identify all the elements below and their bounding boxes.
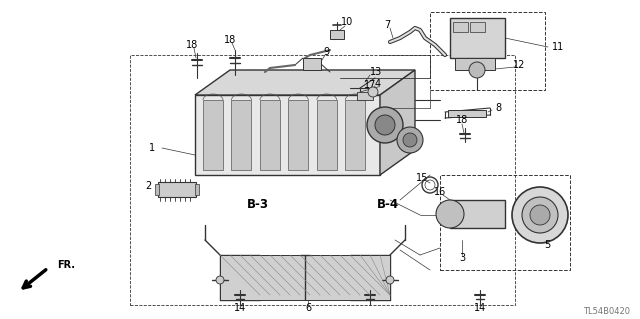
Text: 12: 12 [513, 60, 525, 70]
Bar [130, 55, 515, 305]
Text: 3: 3 [459, 253, 465, 263]
Text: 1: 1 [149, 143, 155, 153]
Bar [448, 110, 486, 117]
Text: 14: 14 [234, 303, 246, 313]
Text: 16: 16 [434, 187, 446, 197]
Text: TL54B0420: TL54B0420 [583, 307, 630, 316]
Polygon shape [380, 70, 415, 175]
Bar [346, 100, 365, 170]
Text: 8: 8 [495, 103, 501, 113]
Text: FR.: FR. [57, 260, 75, 270]
Bar [450, 200, 505, 228]
Polygon shape [195, 70, 415, 95]
Text: 7: 7 [384, 20, 390, 30]
Text: 18: 18 [186, 40, 198, 50]
Circle shape [530, 205, 550, 225]
Bar [203, 100, 223, 170]
Bar [455, 58, 495, 70]
Text: 9: 9 [323, 47, 329, 57]
Bar [440, 175, 570, 270]
Bar [158, 182, 196, 197]
Bar [220, 255, 390, 300]
Circle shape [386, 276, 394, 284]
Bar [330, 30, 344, 39]
Text: 5: 5 [544, 240, 550, 250]
Circle shape [397, 127, 423, 153]
Bar [450, 18, 505, 58]
Text: 18: 18 [224, 35, 236, 45]
Bar [430, 12, 545, 90]
Text: 4: 4 [375, 79, 381, 89]
Text: B-4: B-4 [377, 198, 399, 211]
Bar [470, 22, 485, 32]
Circle shape [403, 133, 417, 147]
Text: 18: 18 [456, 115, 468, 125]
Bar [195, 184, 199, 195]
Bar [155, 184, 159, 195]
Circle shape [375, 115, 395, 135]
Text: 13: 13 [370, 67, 382, 77]
Circle shape [367, 107, 403, 143]
Bar [232, 100, 252, 170]
Circle shape [512, 187, 568, 243]
Bar [317, 100, 337, 170]
Circle shape [216, 276, 224, 284]
Bar [260, 100, 280, 170]
Text: 15: 15 [416, 173, 428, 183]
Bar [195, 95, 380, 175]
Text: 17: 17 [364, 80, 376, 90]
Circle shape [522, 197, 558, 233]
Text: 10: 10 [341, 17, 353, 27]
Bar [303, 58, 321, 70]
Circle shape [436, 200, 464, 228]
Circle shape [368, 87, 378, 97]
Circle shape [469, 62, 485, 78]
Text: 11: 11 [552, 42, 564, 52]
Bar [453, 22, 468, 32]
Text: B-3: B-3 [247, 198, 269, 211]
Bar [289, 100, 308, 170]
Text: 2: 2 [145, 181, 151, 191]
Text: 14: 14 [474, 303, 486, 313]
Bar [357, 92, 373, 100]
Text: 6: 6 [305, 303, 311, 313]
